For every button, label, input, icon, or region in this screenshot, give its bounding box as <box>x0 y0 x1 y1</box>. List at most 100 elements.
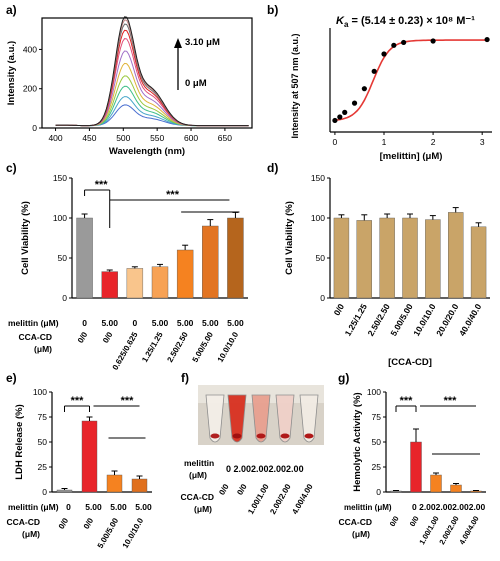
d-y-tick-label: 50 <box>316 253 326 263</box>
g-cca-value: 0/0 <box>388 515 401 529</box>
b-data-point <box>351 100 358 106</box>
f-cca-value: 2.00/2.00 <box>268 482 293 516</box>
g-cca-value: 4.00/4.00 <box>457 515 480 547</box>
c-y-tick-label: 100 <box>53 213 67 223</box>
a-x-tick-label: 550 <box>150 133 164 143</box>
g-y-tick-label: 0 <box>376 487 381 497</box>
c-melittin-value: 5.00 <box>152 318 169 328</box>
g-melittin-row-label: melittin (μM) <box>344 503 392 512</box>
c-cca-value: 0/0 <box>101 330 115 345</box>
a-x-tick-label: 450 <box>82 133 96 143</box>
b-data-point <box>332 117 338 124</box>
c-y-tick-label: 0 <box>62 293 67 303</box>
b-fit-curve <box>334 39 490 121</box>
g-sig-label: *** <box>400 395 414 407</box>
b-data-point <box>484 36 490 43</box>
c-cca-value: 5.00/5.00 <box>191 330 216 364</box>
b-equation: Ka = (5.14 ± 0.23) × 10⁸ M⁻¹ <box>336 15 475 29</box>
e-bar <box>81 420 98 493</box>
g-y-tick-label: 75 <box>372 412 382 422</box>
g-cca-row-label: CCA-CD <box>338 517 372 527</box>
c-bar <box>227 217 244 299</box>
d-y-tick-label: 0 <box>320 293 325 303</box>
a-x-axis-label: Wavelength (nm) <box>109 146 185 157</box>
g-bar <box>450 484 462 493</box>
a-y-tick-label: 0 <box>32 123 37 133</box>
f-cca-row-unit: (μM) <box>194 504 212 514</box>
g-sig-label: *** <box>444 395 458 407</box>
c-melittin-value: 0 <box>82 318 87 328</box>
d-x-axis-label: [CCA-CD] <box>388 357 432 368</box>
f-tube-pellet <box>256 433 266 439</box>
panel-label: d) <box>267 161 278 175</box>
a-annotation-bottom: 0 μM <box>185 78 207 89</box>
c-melittin-row-label: melittin (μM) <box>8 318 59 328</box>
b-x-tick-label: 2 <box>431 137 436 147</box>
e-melittin-value: 5.00 <box>135 502 152 512</box>
c-cca-row-label: CCA-CD <box>18 332 52 342</box>
a-x-tick-label: 600 <box>184 133 198 143</box>
f-cca-value: 0/0 <box>235 482 249 497</box>
a-spectrum-line-4 <box>55 62 249 127</box>
c-bar <box>151 266 169 299</box>
g-y-tick-label: 100 <box>367 387 381 397</box>
e-bar <box>106 474 123 493</box>
c-cca-value: 2.50/2.50 <box>165 330 190 364</box>
f-tube-pellet <box>232 433 242 439</box>
c-y-axis-label: Cell Viability (%) <box>20 201 31 275</box>
g-melittin-values: 0 2.002.002.002.00 <box>412 502 486 512</box>
a-x-tick-label: 650 <box>218 133 232 143</box>
c-sig-label: *** <box>95 179 109 191</box>
d-bar <box>402 217 418 299</box>
f-tube-1 <box>227 394 247 443</box>
e-cca-row-label: CCA-CD <box>6 517 40 527</box>
g-bar <box>430 474 442 493</box>
f-tube-pellet <box>304 433 314 439</box>
c-bar <box>126 268 144 299</box>
f-tube-pellet <box>210 433 220 439</box>
f-tube-3 <box>275 394 295 443</box>
g-y-tick-label: 50 <box>372 437 382 447</box>
c-bar <box>76 217 93 299</box>
a-arrow-head <box>174 38 182 48</box>
b-data-point <box>371 68 377 74</box>
f-cca-value: 0/0 <box>217 482 231 497</box>
panel-label: g) <box>338 371 349 385</box>
e-melittin-value: 5.00 <box>85 502 102 512</box>
d-bar <box>448 212 464 299</box>
f-tube-2 <box>251 394 271 443</box>
b-data-point <box>342 109 348 115</box>
b-data-point <box>361 86 367 92</box>
c-cca-value: 0/0 <box>76 330 90 345</box>
a-plot-frame <box>41 17 253 129</box>
e-bar <box>56 489 73 493</box>
c-bar <box>101 271 118 299</box>
d-bar <box>333 217 350 299</box>
f-melittin-values: 0 2.002.002.002.00 <box>226 464 304 474</box>
e-cca-value: 10.0/10.0 <box>121 516 146 550</box>
f-tube-0 <box>205 394 225 443</box>
a-x-tick-label: 500 <box>116 133 130 143</box>
b-data-point <box>430 38 436 44</box>
panel-label: e) <box>6 371 17 385</box>
a-annotation-top: 3.10 μM <box>185 37 220 48</box>
f-cca-value: 1.00/1.00 <box>246 482 271 516</box>
c-melittin-value: 5.00 <box>101 318 118 328</box>
e-cca-value: 5.00/5.00 <box>96 516 121 550</box>
b-data-point <box>401 39 407 46</box>
c-y-tick-label: 150 <box>53 173 67 183</box>
e-cca-value: 0/0 <box>57 516 71 531</box>
e-y-axis-label: LDH Release (%) <box>14 404 25 480</box>
d-bar <box>425 219 441 299</box>
c-cca-value: 1.25/1.25 <box>140 330 165 364</box>
a-spectrum-line-1 <box>55 96 249 127</box>
f-tube-pellet <box>280 433 290 439</box>
c-melittin-value: 0 <box>132 318 137 328</box>
c-y-tick-label: 50 <box>58 253 68 263</box>
b-data-point <box>391 42 397 48</box>
d-y-axis-label: Cell Viability (%) <box>284 201 295 275</box>
c-cca-row-unit: (μM) <box>34 344 52 354</box>
d-x-tick-label: 0/0 <box>332 302 347 317</box>
d-x-tick-label: 40.0/40.0 <box>457 302 484 338</box>
